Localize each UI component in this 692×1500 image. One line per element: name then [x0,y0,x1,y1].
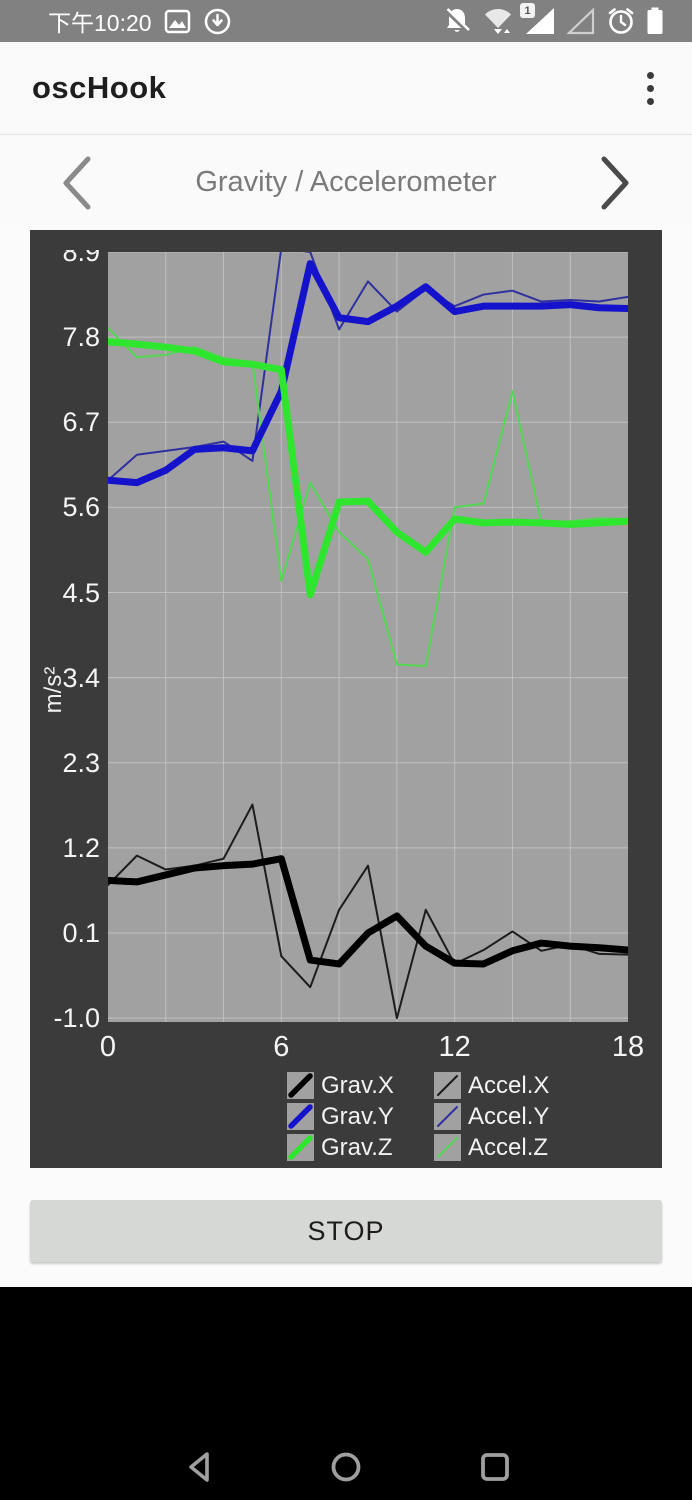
sensor-pager: Gravity / Accelerometer [0,135,692,230]
signal-triangle-empty-icon [566,7,595,35]
series-line-accel-x [108,803,628,1020]
stop-button[interactable]: STOP [30,1200,662,1262]
legend-item-accel-x: Accel.X [434,1072,549,1099]
back-icon[interactable] [168,1435,232,1499]
y-tick-label: 5.6 [62,492,100,523]
status-time: 下午10:20 [48,10,152,36]
legend-label: Accel.Z [468,1133,549,1161]
legend-swatch-icon [434,1072,461,1099]
y-tick-label: 3.4 [62,662,100,693]
signal-sim1-wrap: 1 [520,3,556,36]
legend-label: Grav.Y [321,1102,394,1130]
legend-item-accel-y: Accel.Y [434,1103,549,1130]
home-icon[interactable] [314,1435,378,1499]
status-bar: 下午10:20 [0,0,692,42]
image-icon [164,9,190,33]
legend-swatch-icon [287,1072,314,1099]
legend-swatch-icon [434,1103,461,1130]
x-tick-label: 18 [611,1031,645,1063]
sim1-badge: 1 [520,3,535,18]
x-tick-label: 12 [438,1031,471,1063]
chevron-right-icon[interactable] [580,135,650,230]
android-nav-bar [0,1287,692,1500]
x-tick-label: 6 [273,1031,290,1063]
status-bar-left: 下午10:20 [48,0,232,42]
series-line-grav-x [108,855,628,968]
legend-label: Accel.X [468,1071,550,1099]
legend-item-grav-x: Grav.X [287,1072,394,1099]
legend-swatch-icon [287,1134,314,1161]
x-tick-label: 0 [99,1031,117,1063]
plot-area[interactable] [108,252,628,1022]
app-bar: oscHook [0,42,692,135]
legend-swatch-icon [287,1103,314,1130]
signal-triangle-sim1-icon [526,8,554,34]
y-tick-label: 8.9 [62,250,100,267]
y-tick-label: 6.7 [62,407,100,438]
series-line-grav-y [108,260,628,487]
y-tick-label: 0.1 [62,918,100,948]
y-tick-label: 4.5 [62,577,100,608]
pager-title: Gravity / Accelerometer [195,166,497,198]
legend-swatch-icon [434,1134,461,1161]
status-bar-right: 1 [442,0,664,42]
series-line-accel-y [108,252,628,482]
app-title: oscHook [32,70,167,105]
legend-label: Grav.X [321,1071,394,1099]
legend-item-grav-z: Grav.Z [287,1134,393,1161]
y-tick-label: 2.3 [62,747,100,778]
legend-item-accel-z: Accel.Z [434,1134,548,1161]
wifi-arrows-icon [485,9,511,34]
chevron-left-icon[interactable] [42,135,112,230]
y-axis-labels: 8.9 7.8 6.7 5.6 4.5 3.4 2.3 1.2 0.1 -1.0 [30,250,104,1168]
series-line-accel-z [108,326,628,668]
y-tick-label: -1.0 [53,1003,100,1034]
y-tick-label: 1.2 [62,832,100,863]
legend-item-grav-y: Grav.Y [287,1103,394,1130]
legend-label: Grav.Z [321,1133,393,1161]
legend-label: Accel.Y [468,1102,550,1130]
alarm-icon [608,8,634,34]
overflow-menu-icon[interactable] [626,58,674,118]
sync-download-icon [204,8,230,34]
series-line-grav-z [108,338,628,599]
recents-icon[interactable] [463,1435,527,1499]
y-tick-label: 7.8 [62,322,100,353]
battery-icon [647,7,663,34]
stop-section: STOP [0,1168,692,1287]
bell-muted-icon [444,8,470,33]
